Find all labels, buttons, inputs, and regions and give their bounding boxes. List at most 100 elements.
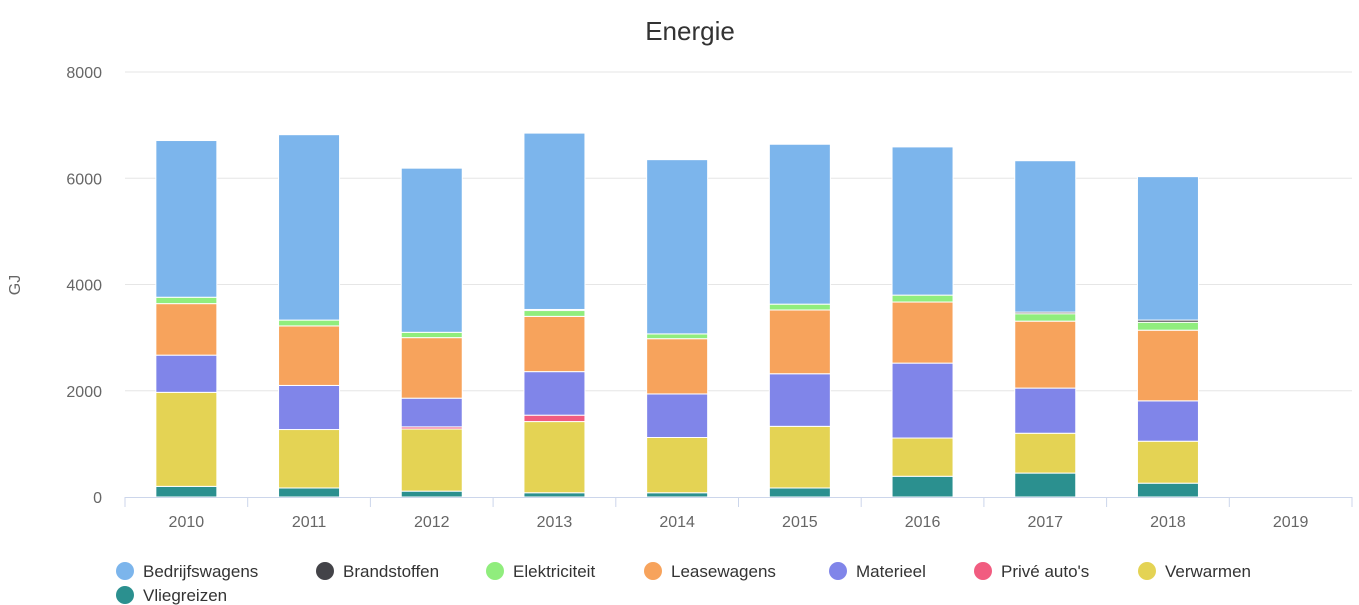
chart-title: Energie: [645, 16, 735, 46]
y-tick-label: 8000: [66, 65, 102, 82]
bar-segment[interactable]: [1014, 320, 1077, 389]
legend-item[interactable]: Verwarmen: [1138, 562, 1251, 581]
legend-marker: [486, 562, 504, 580]
legend-label: Brandstoffen: [343, 562, 439, 581]
legend: Bedrijfswagens Brandstoffen Elektriciteit L…: [116, 562, 1251, 605]
legend-item[interactable]: Privé auto's: [974, 562, 1089, 581]
x-tick-label: 2019: [1273, 514, 1309, 531]
bar-segment[interactable]: [278, 319, 341, 327]
bar-segment[interactable]: [278, 325, 341, 386]
bar-segment[interactable]: [278, 487, 341, 498]
bar-segment[interactable]: [155, 303, 218, 356]
x-tick-label: 2014: [659, 514, 695, 531]
bar-segment[interactable]: [155, 485, 218, 498]
bar-segment[interactable]: [400, 490, 463, 498]
bar-segment[interactable]: [646, 159, 709, 335]
legend-label: Privé auto's: [1001, 562, 1089, 581]
x-tick-label: 2017: [1027, 514, 1063, 531]
bar-segment[interactable]: [155, 140, 218, 298]
legend-item[interactable]: Leasewagens: [644, 562, 776, 581]
bar-segment[interactable]: [891, 301, 954, 364]
bars: [155, 132, 1199, 498]
bar-segment[interactable]: [1136, 176, 1199, 321]
bar-segment[interactable]: [1014, 432, 1077, 474]
y-axis-label: GJ: [7, 275, 24, 295]
legend-marker: [829, 562, 847, 580]
bar-segment[interactable]: [1014, 160, 1077, 313]
bar-segment[interactable]: [278, 429, 341, 489]
x-tick-label: 2018: [1150, 514, 1186, 531]
legend-label: Bedrijfswagens: [143, 562, 258, 581]
bar-segment[interactable]: [891, 437, 954, 477]
x-tick-label: 2013: [537, 514, 573, 531]
legend-marker: [116, 586, 134, 604]
legend-label: Elektriciteit: [513, 562, 595, 581]
bar-segment[interactable]: [1136, 329, 1199, 402]
bar-segment[interactable]: [400, 337, 463, 399]
legend-item[interactable]: Materieel: [829, 562, 926, 581]
bar-segment[interactable]: [891, 294, 954, 303]
y-tick-label: 6000: [66, 171, 102, 188]
bar-segment[interactable]: [278, 134, 341, 321]
bar-segment[interactable]: [523, 315, 586, 373]
y-tick-label: 2000: [66, 384, 102, 401]
bar-segment[interactable]: [1136, 400, 1199, 442]
bar-segment[interactable]: [1014, 387, 1077, 434]
bar-segment[interactable]: [155, 391, 218, 487]
legend-item[interactable]: Bedrijfswagens: [116, 562, 258, 581]
bar-segment[interactable]: [891, 362, 954, 439]
legend-item[interactable]: Elektriciteit: [486, 562, 595, 581]
bar-segment[interactable]: [768, 303, 831, 311]
legend-label: Verwarmen: [1165, 562, 1251, 581]
bar-segment[interactable]: [1136, 440, 1199, 484]
y-tick-label: 0: [93, 490, 102, 507]
legend-marker: [974, 562, 992, 580]
x-tick-label: 2016: [905, 514, 941, 531]
x-tick-label: 2015: [782, 514, 818, 531]
bar-segment[interactable]: [646, 338, 709, 395]
bar-segment[interactable]: [768, 487, 831, 498]
bar-segment[interactable]: [891, 475, 954, 498]
x-tick-label: 2011: [292, 514, 327, 531]
bar-segment[interactable]: [1136, 482, 1199, 498]
bar-segment[interactable]: [768, 425, 831, 489]
x-axis: 2010 2011 2012 2013 2014 2015 2016 2017 2018 2019: [124, 497, 1353, 531]
bar-segment[interactable]: [768, 373, 831, 427]
bar-segment[interactable]: [523, 132, 586, 310]
bar-segment[interactable]: [155, 296, 218, 305]
legend-label: Leasewagens: [671, 562, 776, 581]
legend-item[interactable]: Vliegreizen: [116, 586, 227, 605]
bar-segment[interactable]: [278, 384, 341, 431]
bar-segment[interactable]: [1014, 472, 1077, 498]
bar-segment[interactable]: [523, 371, 586, 416]
bar-segment[interactable]: [523, 421, 586, 494]
legend-marker: [1138, 562, 1156, 580]
bar-segment[interactable]: [891, 146, 954, 296]
bar-segment[interactable]: [768, 309, 831, 375]
bar-segment[interactable]: [523, 414, 586, 423]
bar-segment[interactable]: [646, 393, 709, 438]
bar-segment[interactable]: [1136, 321, 1199, 331]
bar-segment[interactable]: [646, 437, 709, 494]
x-tick-label: 2010: [169, 514, 205, 531]
bar-segment[interactable]: [646, 333, 709, 340]
y-tick-labels: 0 2000 4000 6000 8000: [66, 65, 102, 507]
legend-marker: [644, 562, 662, 580]
legend-marker: [116, 562, 134, 580]
x-tick-label: 2012: [414, 514, 450, 531]
legend-label: Vliegreizen: [143, 586, 227, 605]
y-tick-label: 4000: [66, 278, 102, 295]
bar-segment[interactable]: [523, 310, 586, 317]
bar-segment[interactable]: [1014, 313, 1077, 322]
bar-segment[interactable]: [400, 428, 463, 492]
legend-label: Materieel: [856, 562, 926, 581]
bar-segment[interactable]: [400, 397, 463, 428]
bar-segment[interactable]: [400, 331, 463, 339]
bar-segment[interactable]: [400, 167, 463, 333]
bar-segment[interactable]: [768, 143, 831, 305]
bar-segment[interactable]: [646, 492, 709, 498]
bar-segment[interactable]: [523, 492, 586, 498]
legend-item[interactable]: Brandstoffen: [316, 562, 439, 581]
bar-segment[interactable]: [155, 354, 218, 393]
